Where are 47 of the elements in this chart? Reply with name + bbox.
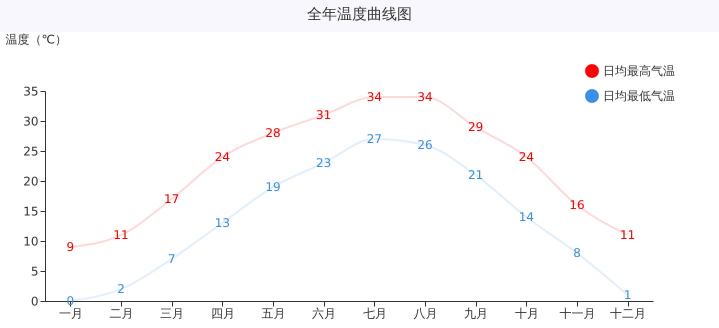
x-tick-label: 九月 — [464, 306, 488, 320]
data-label: 34 — [366, 90, 382, 104]
data-label: 7 — [168, 252, 176, 266]
x-tick-label: 十月 — [514, 306, 539, 320]
data-label: 2 — [117, 282, 125, 296]
x-tick-label: 四月 — [210, 306, 235, 320]
x-tick-label: 二月 — [110, 306, 134, 320]
data-label: 29 — [468, 120, 484, 134]
data-label: 17 — [164, 192, 180, 206]
x-tick-label: 六月 — [312, 306, 336, 320]
data-label: 1 — [624, 288, 632, 302]
x-tick-label: 十一月 — [560, 306, 596, 320]
y-tick-label: 10 — [23, 234, 38, 248]
chart-title: 全年温度曲线图 — [0, 0, 719, 32]
legend-label: 日均最低气温 — [603, 89, 675, 103]
y-tick-label: 30 — [23, 114, 38, 128]
data-label: 21 — [468, 168, 484, 182]
y-axis-title: 温度（℃） — [6, 32, 67, 46]
data-label: 8 — [573, 246, 581, 260]
x-tick-label: 一月 — [58, 306, 83, 320]
data-label: 19 — [265, 180, 281, 194]
x-tick-label: 五月 — [262, 306, 286, 320]
y-tick-label: 25 — [23, 144, 38, 158]
x-tick-label: 八月 — [414, 306, 438, 320]
data-label: 27 — [366, 132, 382, 146]
y-tick-label: 15 — [23, 204, 38, 218]
x-tick-label: 三月 — [160, 306, 184, 320]
data-label: 16 — [569, 198, 585, 212]
data-label: 11 — [620, 228, 636, 242]
data-label: 23 — [316, 156, 332, 170]
data-label: 9 — [66, 240, 74, 254]
data-label: 13 — [214, 216, 230, 230]
y-tick-label: 20 — [23, 174, 38, 188]
data-label: 28 — [265, 126, 281, 140]
y-tick-label: 0 — [30, 294, 38, 308]
y-tick-label: 35 — [23, 84, 38, 98]
x-tick-label: 七月 — [362, 306, 387, 320]
y-tick-label: 5 — [30, 264, 38, 278]
x-tick-label: 十二月 — [610, 306, 646, 320]
data-label: 11 — [113, 228, 129, 242]
data-label: 14 — [518, 210, 534, 224]
legend-label: 日均最高气温 — [603, 64, 675, 78]
data-label: 34 — [417, 90, 433, 104]
data-label: 26 — [417, 138, 433, 152]
data-label: 24 — [518, 150, 534, 164]
data-label: 24 — [214, 150, 230, 164]
data-label: 31 — [316, 108, 332, 122]
